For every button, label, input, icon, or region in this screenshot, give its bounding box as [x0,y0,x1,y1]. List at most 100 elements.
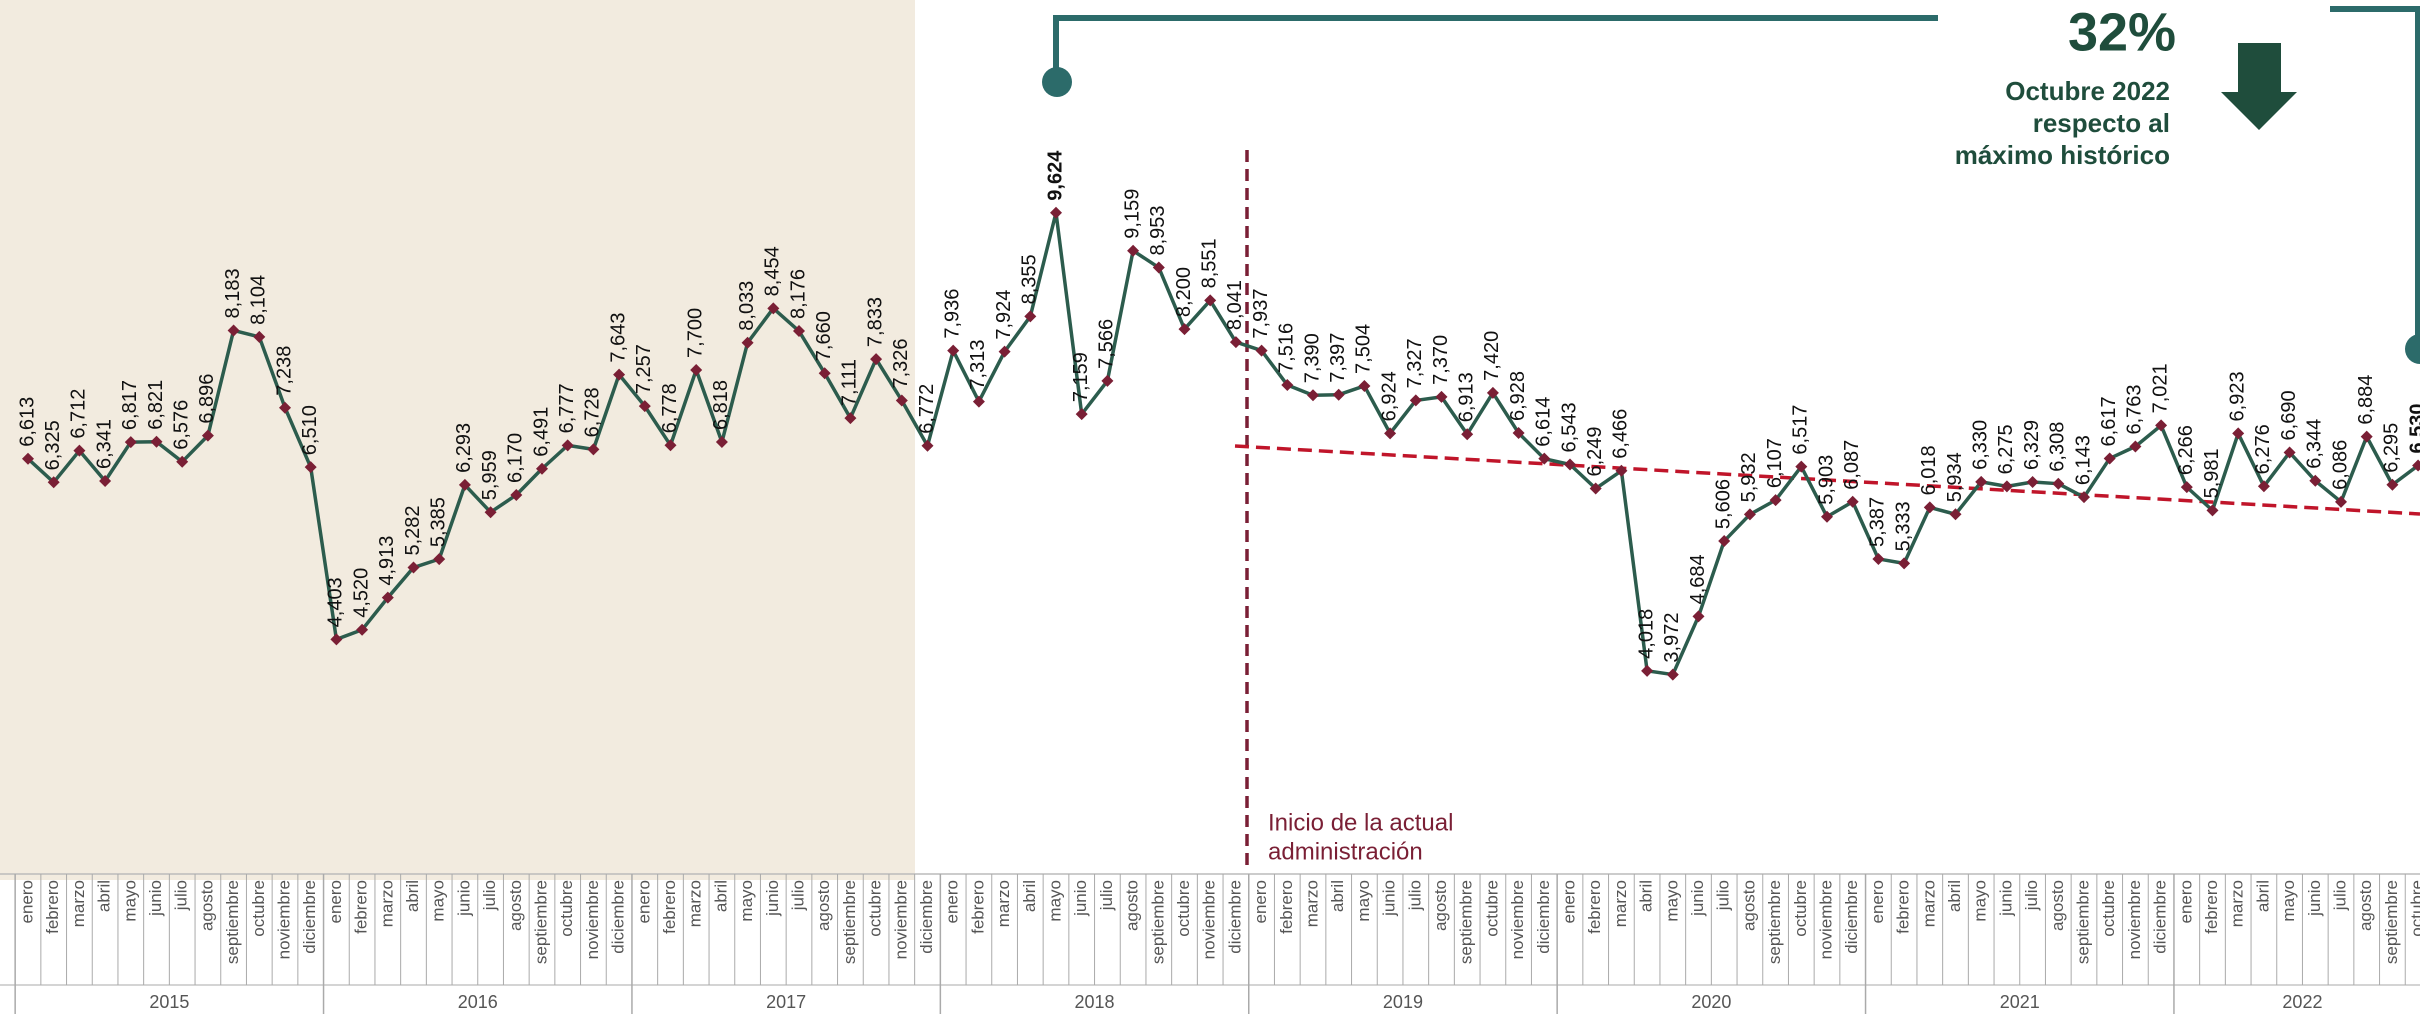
month-label: septiembre [1457,880,1476,964]
data-point [99,474,112,487]
month-label: julio [480,880,499,911]
month-label: octubre [1482,880,1501,937]
value-label: 6,295 [2381,423,2403,473]
data-line [26,210,2420,677]
month-label: febrero [352,880,371,934]
month-label: marzo [1302,880,1321,927]
data-point [1384,427,1397,440]
value-label: 6,341 [93,419,115,469]
data-point [1692,610,1705,623]
value-label: 6,923 [2226,371,2248,421]
value-label: 6,817 [119,380,141,430]
value-label: 6,543 [1558,402,1580,452]
value-label: 7,937 [1250,289,1272,339]
data-point [818,367,831,380]
month-label: mayo [1045,880,1064,922]
month-label: octubre [557,880,576,937]
data-point [664,439,677,452]
bracket-right [2330,6,2420,349]
value-label: 8,355 [1019,254,1041,304]
month-label: enero [634,880,653,923]
value-label: 7,504 [1353,324,1375,374]
value-label: 6,266 [2175,425,2197,475]
year-label: 2017 [766,992,806,1012]
value-label: 8,176 [787,269,809,319]
data-point [536,462,548,475]
data-point [201,429,214,442]
month-label: abril [1945,880,1964,912]
month-label: junio [1996,880,2015,917]
month-label: septiembre [1765,880,1784,964]
data-point [2026,475,2039,488]
value-label: 6,778 [659,383,681,433]
data-point [1307,389,1319,402]
data-point [484,506,497,519]
month-label: marzo [686,880,705,927]
data-point [433,553,446,566]
month-label: diciembre [2151,880,2170,954]
month-label: enero [1868,880,1887,923]
month-label: agosto [197,880,216,931]
month-label: octubre [2099,880,2118,937]
data-point [1846,495,1859,508]
data-point [1101,374,1114,387]
month-label: marzo [377,880,396,927]
month-label: julio [172,880,191,911]
value-label: 6,818 [710,380,732,430]
month-label: junio [1688,880,1707,917]
value-label: 7,238 [273,346,295,396]
value-label: 7,643 [607,313,629,363]
bracket-left [1053,15,1938,82]
data-point [1281,378,1294,391]
value-label: 6,308 [2047,422,2069,472]
data-point [638,400,651,413]
year-label: 2015 [149,992,189,1012]
data-point [613,368,626,381]
value-label: 5,981 [2201,448,2223,498]
data-point [1255,344,1268,357]
year-label: 2020 [1691,992,1731,1012]
month-label: junio [146,880,165,917]
value-label: 8,200 [1173,267,1195,317]
value-label: 7,700 [684,308,706,358]
value-label: 6,772 [916,384,938,434]
value-label: 7,327 [1404,338,1426,388]
value-label: 6,330 [1969,420,1991,470]
month-label: julio [2022,880,2041,911]
data-point [2103,452,2116,465]
value-label: 4,684 [1687,554,1709,604]
value-label: 6,293 [453,423,475,473]
month-label: diciembre [300,880,319,954]
month-label: enero [2176,880,2195,923]
data-point [1769,494,1782,507]
value-label: 7,924 [993,290,1015,340]
month-label: abril [1020,880,1039,912]
month-label: mayo [1354,880,1373,922]
month-label: septiembre [840,880,859,964]
data-point [1358,379,1371,392]
value-label: 6,107 [1764,438,1786,488]
data-point [2283,446,2296,459]
value-label: 4,018 [1635,609,1657,659]
month-label: abril [1328,880,1347,912]
month-label: septiembre [223,880,242,964]
value-label: 9,159 [1121,189,1143,239]
value-label: 6,913 [1455,372,1477,422]
month-label: mayo [2279,880,2298,922]
month-label: febrero [660,880,679,934]
month-label: agosto [814,880,833,931]
data-point [1949,508,1962,521]
data-point [2206,504,2219,517]
data-point [2232,427,2245,440]
month-label: agosto [1739,880,1758,931]
data-point [1743,508,1756,521]
month-label: septiembre [531,880,550,964]
value-label: 6,170 [505,433,527,483]
value-label: 6,614 [1533,397,1555,447]
month-label: noviembre [274,880,293,959]
month-label: octubre [866,880,885,937]
data-point [22,452,34,465]
data-point [176,455,189,468]
data-point [1564,458,1576,471]
